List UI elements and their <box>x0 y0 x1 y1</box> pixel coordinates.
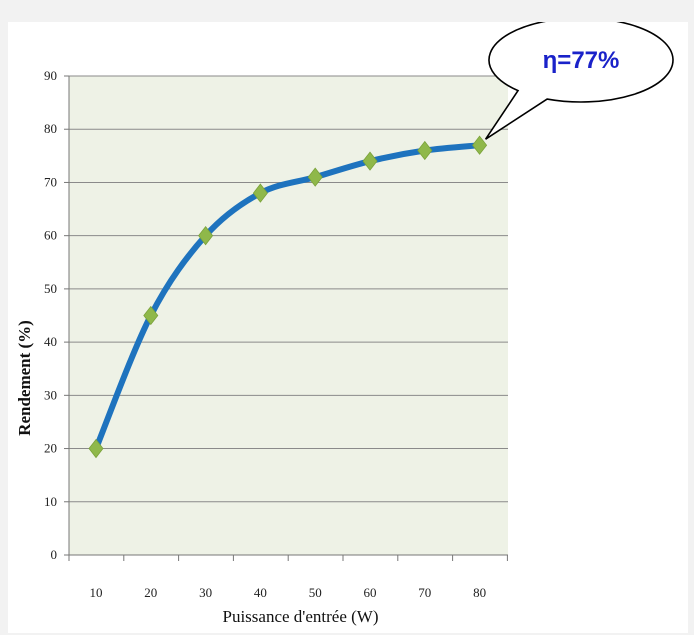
chart-frame: 0 10 20 30 40 50 60 70 80 90 10 20 30 40 50 60 70 80 η=7… <box>8 22 688 633</box>
x-tick-label-40: 40 <box>254 585 267 600</box>
annotation-callout: η=77% <box>484 22 674 140</box>
y-tick-labels: 0 10 20 30 40 50 60 70 80 90 <box>44 68 57 562</box>
data-point-50 <box>307 167 323 187</box>
efficiency-chart: 0 10 20 30 40 50 60 70 80 90 10 20 30 40 50 60 70 80 η=7… <box>15 22 674 626</box>
data-point-30 <box>198 226 214 246</box>
y-tick-label-40: 40 <box>44 334 57 349</box>
data-point-80 <box>472 135 488 155</box>
data-markers <box>88 135 488 459</box>
annotation-label: η=77% <box>543 47 620 74</box>
data-point-40 <box>252 183 268 203</box>
x-tick-label-30: 30 <box>199 585 212 600</box>
y-tick-label-10: 10 <box>44 494 57 509</box>
y-tick-label-0: 0 <box>51 547 58 562</box>
y-tick-label-90: 90 <box>44 68 57 83</box>
x-tick-labels: 10 20 30 40 50 60 70 80 <box>90 585 487 600</box>
y-tick-label-20: 20 <box>44 441 57 456</box>
y-tick-label-30: 30 <box>44 387 57 402</box>
x-tick-label-20: 20 <box>144 585 157 600</box>
data-point-70 <box>417 140 433 161</box>
x-tick-label-80: 80 <box>473 585 486 600</box>
y-tick-label-70: 70 <box>44 174 57 189</box>
data-point-10 <box>88 438 104 459</box>
y-tick-label-80: 80 <box>44 121 57 136</box>
plot-area <box>69 76 508 555</box>
y-axis-title: Rendement (%) <box>15 320 34 436</box>
axes <box>64 75 508 561</box>
y-tick-label-50: 50 <box>44 281 57 296</box>
callout-bubble <box>484 22 674 140</box>
gridlines <box>69 75 508 503</box>
x-tick-label-70: 70 <box>418 585 431 600</box>
x-tick-label-10: 10 <box>90 585 103 600</box>
data-point-60 <box>362 151 378 171</box>
x-tick-label-50: 50 <box>309 585 322 600</box>
y-tick-label-60: 60 <box>44 228 57 243</box>
x-axis-title: Puissance d'entrée (W) <box>223 607 379 626</box>
data-point-20 <box>143 305 159 326</box>
x-tick-label-60: 60 <box>364 585 377 600</box>
